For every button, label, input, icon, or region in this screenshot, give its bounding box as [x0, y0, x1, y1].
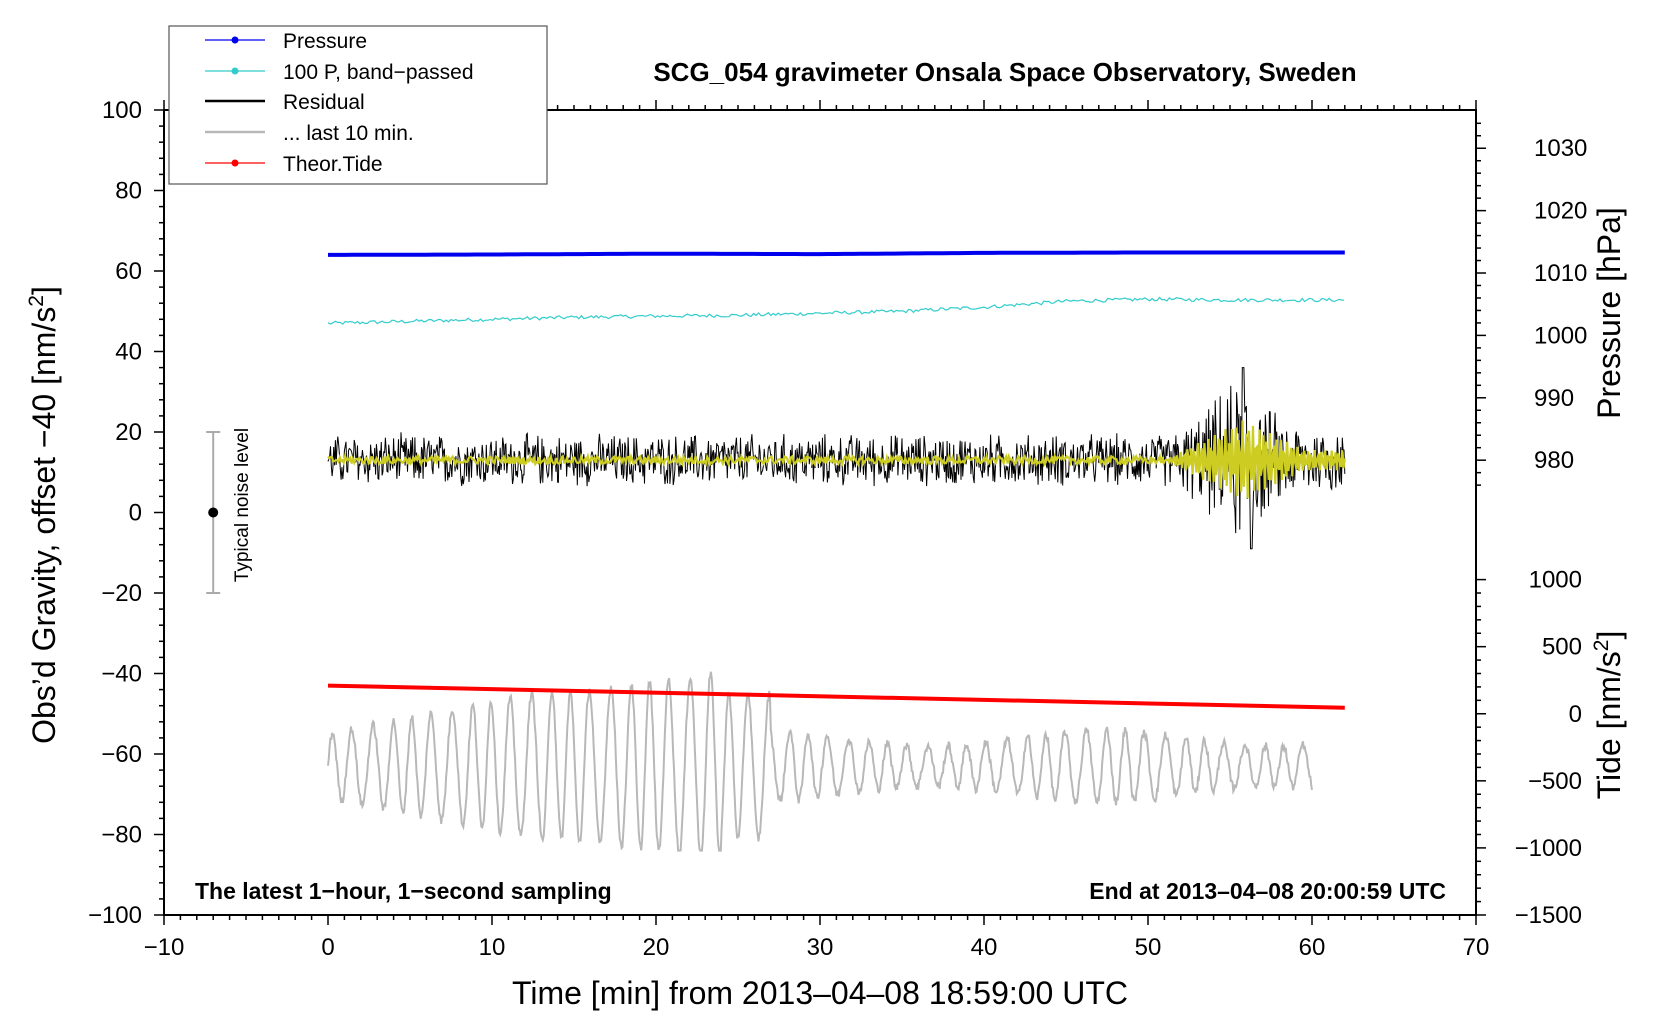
y-axis-pressure: 980 990 1000 1010 1020 1030 — [1476, 122, 1587, 486]
series-theor-tide-line — [327, 683, 1345, 710]
legend-label-theor-tide: Theor.Tide — [283, 153, 383, 176]
pressure-tick-label: 1030 — [1534, 135, 1587, 162]
chart-title: SCG_054 gravimeter Onsala Space Observat… — [653, 57, 1356, 87]
y-tick-label: 60 — [115, 258, 142, 285]
tide-tick-label: −1000 — [1515, 835, 1582, 862]
tide-tick-label: −1500 — [1515, 902, 1582, 929]
x-tick-label: 70 — [1463, 934, 1490, 961]
legend-marker-band-passed — [231, 67, 239, 75]
x-tick-label: 10 — [479, 934, 506, 961]
pressure-tick-label: 1020 — [1534, 198, 1587, 225]
y-axis-title-tide: Tide [nm/s2] — [1590, 631, 1627, 800]
legend-entry-last-10-min: ... last 10 min. — [205, 122, 414, 145]
x-tick-label: 60 — [1299, 934, 1326, 961]
y-axis-title-left: Obs’d Gravity, offset −40 [nm/s2] — [25, 286, 62, 744]
legend-label-pressure: Pressure — [283, 30, 367, 53]
series-residual-smoothed-line — [327, 420, 1346, 499]
y-axis-title-pressure: Pressure [hPa] — [1591, 207, 1627, 419]
y-tick-label: −60 — [101, 741, 142, 768]
y-axis-tide: −1500 −1000 −500 0 500 1000 — [1476, 567, 1582, 929]
tide-tick-label: −500 — [1528, 768, 1582, 795]
legend-entry-band-passed: 100 P, band−passed — [205, 61, 474, 84]
y-tick-label: −20 — [101, 580, 142, 607]
tide-tick-label: 500 — [1542, 634, 1582, 661]
x-tick-label: 0 — [321, 934, 334, 961]
y-tick-label: −100 — [88, 902, 142, 929]
series-band-passed-line — [327, 296, 1345, 325]
pressure-tick-label: 990 — [1534, 385, 1574, 412]
legend-label-last-10-min: ... last 10 min. — [283, 122, 414, 145]
y-tick-label: 40 — [115, 339, 142, 366]
x-tick-label: −10 — [144, 934, 185, 961]
y-tick-label: −80 — [101, 822, 142, 849]
x-tick-label: 30 — [807, 934, 834, 961]
legend: Pressure 100 P, band−passed Residual ...… — [168, 25, 548, 185]
noise-level-label: Typical noise level — [232, 428, 253, 582]
legend-label-residual: Residual — [283, 91, 365, 114]
legend-marker-theor-tide — [231, 159, 239, 167]
y-tick-label: 0 — [129, 500, 142, 527]
noise-level-indicator — [206, 431, 221, 594]
sampling-annotation: The latest 1−hour, 1−second sampling — [195, 878, 612, 904]
tide-tick-label: 1000 — [1529, 567, 1582, 594]
series-last-10-min-line — [327, 671, 1313, 852]
x-tick-label: 40 — [971, 934, 998, 961]
x-axis: −10 0 10 20 30 40 50 60 70 — [144, 100, 1490, 961]
end-time-annotation: End at 2013–04–08 20:00:59 UTC — [1089, 878, 1446, 904]
series-pressure-line — [328, 250, 1345, 257]
pressure-tick-label: 1010 — [1534, 260, 1587, 287]
tide-tick-label: 0 — [1569, 701, 1582, 728]
legend-entry-theor-tide: Theor.Tide — [205, 153, 383, 176]
series-residual-line — [327, 367, 1346, 550]
y-tick-label: 80 — [115, 178, 142, 205]
noise-level-center-dot — [208, 507, 219, 518]
legend-entry-residual: Residual — [205, 91, 365, 114]
pressure-tick-label: 980 — [1534, 447, 1574, 474]
legend-entry-pressure: Pressure — [205, 30, 367, 53]
legend-label-band-passed: 100 P, band−passed — [283, 61, 474, 84]
x-tick-label: 50 — [1135, 934, 1162, 961]
y-tick-label: 20 — [115, 419, 142, 446]
pressure-tick-label: 1000 — [1534, 322, 1587, 349]
legend-box — [168, 25, 548, 185]
y-tick-label: 100 — [102, 97, 142, 124]
y-axis-left: −100 −80 −60 −40 −20 0 20 40 60 80 100 — [88, 97, 164, 929]
legend-marker-pressure — [231, 36, 239, 44]
series-layer — [327, 250, 1346, 852]
x-axis-title: Time [min] from 2013–04–08 18:59:00 UTC — [512, 975, 1128, 1011]
y-tick-label: −40 — [101, 661, 142, 688]
x-tick-label: 20 — [643, 934, 670, 961]
